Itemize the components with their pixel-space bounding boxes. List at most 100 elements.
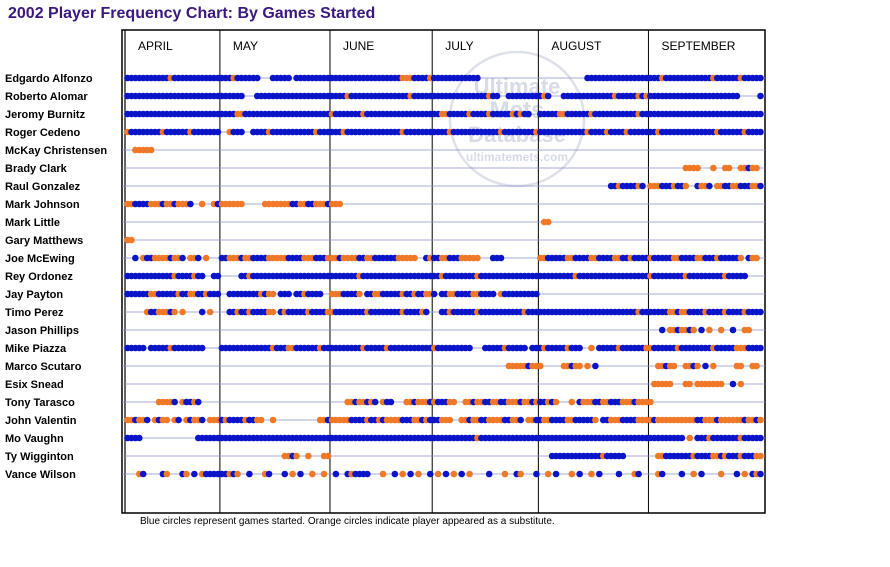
player-name: Mark Little: [5, 217, 60, 229]
substitute-dot: [694, 164, 701, 172]
watermark-logo: UltimateMetsDatabaseultimatemets.com: [448, 50, 586, 188]
game-started-dot: [285, 74, 293, 82]
player-name: Esix Snead: [5, 379, 64, 391]
month-labels: APRIL MAY JUNE JULY AUGUST SEPTEMBER: [138, 39, 736, 53]
game-started-dot: [576, 344, 583, 352]
substitute-dot: [690, 470, 697, 478]
game-started-dot: [281, 470, 289, 478]
substitute-dot: [147, 146, 155, 154]
substitute-dot: [305, 452, 312, 460]
substitute-dot: [466, 470, 473, 478]
player-name: Roger Cedeno: [5, 127, 80, 139]
player-name: Edgardo Alfonzo: [5, 73, 93, 85]
game-started-dot: [407, 470, 414, 478]
player-row: Esix Snead: [5, 379, 765, 391]
game-started-dot: [442, 470, 450, 478]
game-started-dot: [426, 470, 434, 478]
substitute-dot: [198, 200, 206, 208]
substitute-dot: [544, 218, 552, 226]
player-row: Mo Vaughn: [5, 433, 765, 445]
game-started-dot: [364, 470, 371, 478]
substitute-dot: [450, 398, 458, 406]
substitute-dot: [753, 362, 760, 370]
game-started-dot: [757, 182, 764, 190]
game-started-dot: [615, 470, 623, 478]
player-row: Mike Piazza: [5, 343, 765, 355]
substitute-dot: [320, 470, 328, 478]
substitute-dot: [568, 398, 576, 406]
player-name: John Valentin: [5, 415, 77, 427]
game-started-dot: [733, 470, 741, 478]
substitute-dot: [710, 362, 717, 370]
game-started-dot: [706, 182, 713, 190]
plot-border: [121, 29, 766, 514]
player-row: Jason Phillips: [5, 325, 765, 337]
game-started-dot: [387, 398, 395, 406]
player-row: John Valentin: [5, 415, 765, 427]
player-name: Jason Phillips: [5, 325, 79, 337]
game-started-dot: [423, 308, 430, 316]
substitute-dot: [737, 380, 745, 388]
game-started-dot: [485, 470, 493, 478]
substitute-dot: [269, 290, 277, 298]
watermark-url: ultimatemets.com: [466, 150, 568, 164]
player-name: Rey Ordonez: [5, 271, 73, 283]
substitute-dot: [474, 254, 481, 262]
game-started-dot: [544, 92, 552, 100]
game-started-dot: [729, 380, 737, 388]
substitute-dot: [666, 380, 674, 388]
substitute-dot: [694, 362, 701, 370]
game-started-dot: [139, 344, 147, 352]
game-started-dot: [757, 92, 764, 100]
month-label-june: JUNE: [343, 39, 374, 53]
substitute-dot: [568, 470, 576, 478]
game-started-dot: [757, 344, 764, 352]
player-name: Roberto Alomar: [5, 91, 88, 103]
legend-note: Blue circles represent games started. Or…: [140, 516, 555, 527]
game-started-dot: [757, 128, 764, 136]
game-started-dot: [297, 470, 304, 478]
player-name: McKay Christensen: [5, 145, 107, 157]
substitute-dot: [706, 326, 713, 334]
game-started-dot: [635, 470, 642, 478]
game-started-dot: [214, 272, 222, 280]
player-row: Roger Cedeno: [5, 127, 765, 139]
substitute-dot: [725, 164, 733, 172]
substitute-dot: [293, 452, 300, 460]
substitute-dot: [753, 164, 760, 172]
game-started-dot: [214, 128, 222, 136]
substitute-dot: [234, 470, 241, 478]
substitute-dot: [686, 380, 694, 388]
game-started-dot: [592, 362, 599, 370]
game-started-dot: [198, 416, 206, 424]
game-started-dot: [757, 308, 764, 316]
player-row: Tony Tarasco: [5, 397, 765, 409]
month-label-august: AUGUST: [551, 39, 602, 53]
player-row: Joe McEwing: [5, 253, 765, 265]
player-name: Marco Scutaro: [5, 361, 82, 373]
substitute-dot: [163, 416, 171, 424]
substitute-dot: [576, 362, 583, 370]
game-started-dot: [198, 308, 206, 316]
player-name: Tony Tarasco: [5, 397, 75, 409]
substitute-dot: [537, 362, 544, 370]
substitute-dot: [757, 452, 764, 460]
game-started-dot: [175, 416, 182, 424]
substitute-dot: [682, 182, 690, 190]
month-label-may: MAY: [233, 39, 258, 53]
substitute-dot: [128, 236, 135, 244]
game-started-dot: [698, 470, 705, 478]
player-row: Timo Perez: [5, 307, 765, 319]
substitute-dot: [717, 380, 725, 388]
substitute-dot: [179, 308, 186, 316]
substitute-dot: [446, 416, 454, 424]
game-started-dot: [596, 470, 603, 478]
game-started-dot: [371, 398, 379, 406]
player-name: Raul Gonzalez: [5, 181, 81, 193]
substitute-dot: [434, 470, 442, 478]
player-row: Ty Wigginton: [5, 451, 765, 463]
substitute-dot: [737, 362, 745, 370]
chart-title: 2002 Player Frequency Chart: By Games St…: [8, 5, 376, 22]
game-started-dot: [143, 416, 151, 424]
